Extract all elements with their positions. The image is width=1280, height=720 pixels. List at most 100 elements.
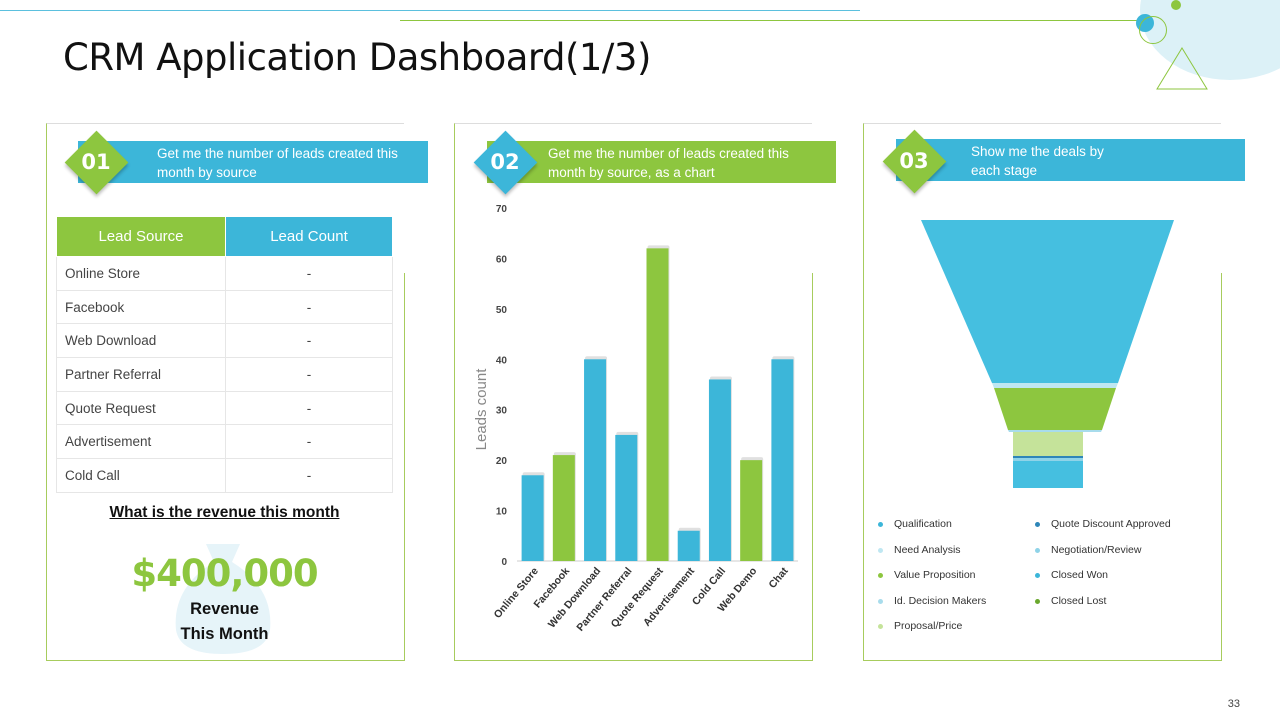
y-tick-label: 20 [496, 456, 508, 467]
table-row: Web Download - [56, 323, 393, 359]
funnel-segment-qualification [921, 220, 1174, 383]
legend-dot [1035, 522, 1040, 527]
lead-count-cell: - [225, 256, 393, 291]
top-rule-green [400, 20, 1260, 21]
banner-02-text: Get me the number of leads created this … [548, 146, 789, 180]
bar [771, 359, 794, 561]
legend-dot [1035, 548, 1040, 553]
lead-source-cell: Advertisement [56, 424, 226, 460]
y-axis-label: Leads count [473, 368, 490, 451]
badge-01: 01 [64, 130, 129, 195]
legend-label: Closed Won [1051, 569, 1109, 581]
funnel-segment-closed-won [1013, 461, 1083, 488]
page-number: 33 [1227, 698, 1240, 710]
legend-label: Negotiation/Review [1051, 544, 1142, 556]
funnel-segment-value-proposition [994, 388, 1116, 430]
revenue-label-line1: Revenue [190, 600, 259, 618]
revenue-question: What is the revenue this month [109, 504, 340, 521]
table-row: Cold Call - [56, 458, 393, 493]
banner-03: Show me the deals by each stage [896, 139, 1245, 181]
legend-dot [1035, 599, 1040, 604]
legend-label: Quote Discount Approved [1051, 518, 1171, 530]
money-bag-icon [175, 544, 271, 654]
funnel-segment-quote-discount [1013, 456, 1083, 458]
bar [584, 359, 607, 561]
legend-label: Need Analysis [894, 544, 961, 556]
lead-source-cell: Quote Request [56, 390, 226, 426]
decor-dot-green [1171, 0, 1181, 10]
table-row: Online Store - [56, 256, 393, 291]
lead-source-cell: Partner Referral [56, 357, 226, 392]
bar [708, 379, 731, 561]
y-tick-label: 10 [496, 507, 508, 518]
header-lead-source: Lead Source [56, 216, 226, 257]
funnel-legend: Qualification Quote Discount Approved Ne… [878, 518, 1208, 638]
lead-source-cell: Online Store [56, 256, 226, 291]
revenue-amount: $400,000 [131, 552, 318, 595]
banner-03-text: Show me the deals by each stage [971, 144, 1104, 178]
lead-count-cell: - [225, 323, 393, 359]
lead-count-cell: - [225, 424, 393, 460]
lead-count-cell: - [225, 357, 393, 392]
bar [552, 455, 575, 561]
lead-count-cell: - [225, 289, 393, 325]
lead-source-table: Lead Source Lead Count Online Store - Fac… [56, 216, 393, 493]
bar [677, 530, 700, 561]
table-row: Facebook - [56, 289, 393, 325]
x-tick-label: Partner Referral [574, 565, 634, 634]
page-title: CRM Application Dashboard(1/3) [63, 36, 651, 79]
badge-03-number: 03 [899, 149, 929, 173]
bar [740, 460, 763, 561]
y-tick-label: 0 [501, 557, 507, 568]
top-rule-blue [0, 10, 860, 11]
decor-ring [1139, 16, 1167, 44]
legend-label: Closed Lost [1051, 595, 1107, 607]
deal-stage-funnel [921, 220, 1174, 488]
lead-source-cell: Web Download [56, 323, 226, 359]
table-row: Advertisement - [56, 424, 393, 460]
y-tick-label: 60 [496, 254, 508, 265]
panel-leads-chart [454, 123, 813, 661]
legend-dot [878, 624, 883, 629]
funnel-segment-negotiation [1013, 458, 1083, 461]
table-row: Quote Request - [56, 390, 393, 426]
legend-label: Proposal/Price [894, 620, 963, 632]
revenue-label-line2: This Month [180, 625, 269, 643]
legend-label: Qualification [894, 518, 952, 530]
banner-02: Get me the number of leads created this … [487, 141, 836, 183]
bar [521, 475, 544, 561]
banner-01: Get me the number of leads created this … [78, 141, 428, 183]
y-tick-label: 30 [496, 406, 508, 417]
banner-01-text: Get me the number of leads created this … [157, 146, 398, 180]
y-tick-label: 40 [496, 355, 508, 366]
legend-dot [878, 548, 883, 553]
y-tick-label: 70 [496, 204, 508, 215]
y-tick-label: 50 [496, 305, 508, 316]
legend-dot [878, 573, 883, 578]
bar [615, 434, 638, 561]
funnel-segment-proposal [1013, 432, 1083, 456]
badge-01-number: 01 [81, 150, 111, 174]
badge-02: 02 [473, 130, 538, 195]
legend-dot [878, 599, 883, 604]
legend-label: Id. Decision Makers [894, 595, 987, 607]
badge-03: 03 [882, 129, 947, 194]
x-tick-label: Online Store [492, 565, 541, 621]
legend-dot [1035, 573, 1040, 578]
badge-02-number: 02 [490, 150, 520, 174]
legend-label: Value Proposition [894, 569, 976, 581]
revenue-label: Revenue This Month [56, 597, 393, 647]
header-lead-count: Lead Count [225, 216, 393, 257]
lead-count-cell: - [225, 458, 393, 493]
decor-triangle [1156, 47, 1208, 90]
funnel-segment-need-analysis [992, 383, 1118, 388]
lead-source-cell: Cold Call [56, 458, 226, 493]
lead-source-cell: Facebook [56, 289, 226, 325]
bar [646, 248, 669, 561]
legend-dot [878, 522, 883, 527]
table-row: Partner Referral - [56, 357, 393, 392]
lead-count-cell: - [225, 390, 393, 426]
funnel-segment-decision-makers [1008, 430, 1102, 432]
x-tick-label: Chat [766, 565, 791, 591]
